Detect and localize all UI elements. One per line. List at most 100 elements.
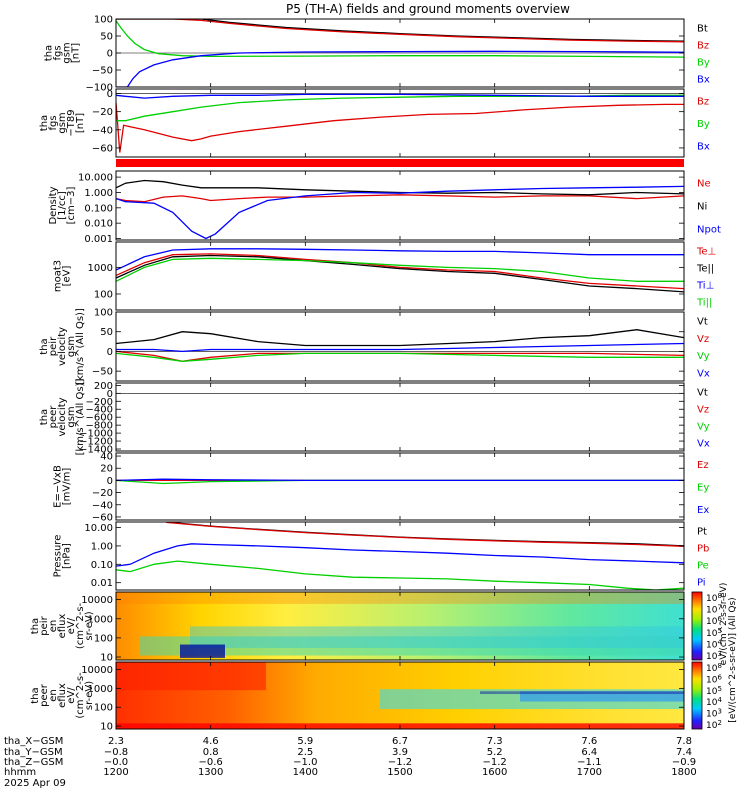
svg-text:Pressure: Pressure — [53, 535, 64, 578]
y-tick-label: 1000 — [88, 684, 113, 695]
y-tick-label: 0.10 — [91, 560, 113, 571]
x-tick-value: −0.0 — [104, 757, 128, 768]
svg-text:[cm−3]: [cm−3] — [66, 187, 77, 225]
legend-Npot: Npot — [697, 225, 721, 236]
legend-Vx: Vx — [697, 439, 710, 450]
colorbars: 108107106105104103108106105104103102[eV/… — [691, 583, 738, 731]
legend-Te: Te|| — [696, 264, 714, 275]
svg-text:tha: tha — [39, 115, 50, 131]
svg-text:en: en — [48, 689, 59, 702]
legend-Pb: Pb — [697, 544, 709, 555]
series-Bx-line — [116, 93, 684, 99]
y-tick-label: 0 — [107, 476, 113, 487]
panel-temperature: 1000 100 moat3[eV] Te⊥ Te|| Ti⊥ Ti|| — [53, 241, 716, 311]
panel-peir-en-eflux: 10000 1000 100 10 thapeirenefluxeV/(cm^2-s-s… — [30, 591, 685, 664]
y-tick-label: 100 — [94, 308, 113, 319]
y-tick-label: −40 — [92, 125, 113, 136]
panels: 100500−50−100thafgsgsm[nT]BtBzByBx0−20−4… — [30, 15, 721, 733]
x-tick-value: 1400 — [293, 767, 318, 778]
y-tick-label: 0.01 — [91, 578, 113, 589]
y-tick-label: −1200 — [79, 437, 113, 448]
svg-text:Density: Density — [48, 186, 59, 224]
svg-text:−T89: −T89 — [66, 109, 77, 136]
legend-Te: Te⊥ — [696, 247, 716, 258]
series-Pt-line — [166, 522, 684, 547]
x-tick-value: −0.8 — [104, 747, 128, 758]
svg-text:peer: peer — [39, 683, 50, 707]
y-tick-label: 100 — [94, 703, 113, 714]
panel-frame — [115, 452, 685, 521]
series-Te-line — [116, 254, 684, 293]
y-tick-label: 1.00 — [91, 541, 113, 552]
legend-Ne: Ne — [697, 179, 711, 190]
series-Pe-line — [116, 560, 684, 590]
y-tick-label: 1000 — [88, 263, 113, 274]
svg-text:E=−VxB: E=−VxB — [53, 465, 64, 508]
svg-text:peir: peir — [39, 615, 50, 635]
panel-frame — [115, 170, 685, 241]
legend-Bt: Bt — [697, 24, 708, 35]
x-tick-value: 1200 — [103, 767, 128, 778]
svg-text:(cm^2-s-: (cm^2-s- — [75, 602, 86, 649]
y-tick-label: −400 — [86, 405, 113, 416]
y-tick-label: −20 — [92, 488, 113, 499]
y-tick-label: 0 — [107, 49, 113, 60]
series-Vt-line — [116, 329, 684, 347]
figure-title: P5 (TH-A) fields and ground moments over… — [286, 2, 570, 16]
legend-Vy: Vy — [697, 351, 710, 362]
x-tick-value: 5.2 — [487, 747, 503, 758]
y-tick-label: 0.010 — [84, 219, 113, 230]
legend-Vy: Vy — [697, 422, 710, 433]
svg-text:tha: tha — [39, 338, 50, 354]
series-Ni-line — [116, 179, 684, 196]
y-tick-label: −1000 — [79, 429, 113, 440]
y-tick-label: 10000 — [81, 595, 113, 606]
panel-density: 10.000 1.000 0.100 0.010 0.001 Density[1/cc][… — [48, 170, 721, 245]
y-tick-label: −40 — [92, 500, 113, 511]
colorbar-units-top: eV/(cm^2-s-sr-eV) — [719, 583, 729, 666]
legend-Ni: Ni — [697, 202, 707, 213]
colorbar-units: [eV/(cm^2-s-sr-eV)] (All Qs) — [728, 597, 738, 722]
legend-Bz: Bz — [697, 41, 709, 52]
series-Vx-line — [116, 342, 684, 353]
x-tick-value: 3.9 — [392, 747, 408, 758]
svg-text:en: en — [48, 620, 59, 633]
legend-Ez: Ez — [697, 460, 709, 471]
legend-Ey: Ey — [697, 483, 709, 494]
svg-text:[nT]: [nT] — [75, 113, 86, 133]
svg-text:eV/: eV/ — [66, 687, 77, 704]
series-Pi-line — [116, 543, 684, 567]
x-tick-value: −1.0 — [293, 757, 317, 768]
x-tick-value: 7.3 — [487, 736, 503, 747]
y-tick-label: 10000 — [81, 665, 113, 676]
series-Bz-line — [116, 102, 684, 153]
y-tick-label: 0.100 — [84, 203, 113, 214]
x-tick-value: 5.9 — [297, 736, 313, 747]
colorbar-label: 102 — [706, 719, 722, 731]
svg-text:sr-eV): sr-eV) — [84, 611, 95, 640]
legend-Vt: Vt — [697, 317, 708, 328]
series-Bz-line — [116, 19, 684, 43]
svg-text:moat3: moat3 — [53, 260, 64, 292]
y-tick-label: 50 — [100, 32, 113, 43]
y-tick-label: 1.000 — [84, 188, 113, 199]
series-Bx-line — [116, 50, 684, 87]
y-tick-label: 100 — [94, 289, 113, 300]
panel-peer-velocity: 2000−200−400−600−800−1000−1200−1400thape… — [39, 379, 710, 456]
x-tick-value: 7.8 — [676, 736, 692, 747]
svg-text:peer: peer — [48, 405, 59, 429]
x-tick-value: 1800 — [671, 767, 696, 778]
legend-Vz: Vz — [697, 334, 709, 345]
y-tick-label: 100 — [94, 633, 113, 644]
x-tick-value: 1300 — [198, 767, 223, 778]
y-tick-label: 0.001 — [84, 234, 113, 245]
y-tick-label: −50 — [92, 367, 113, 378]
